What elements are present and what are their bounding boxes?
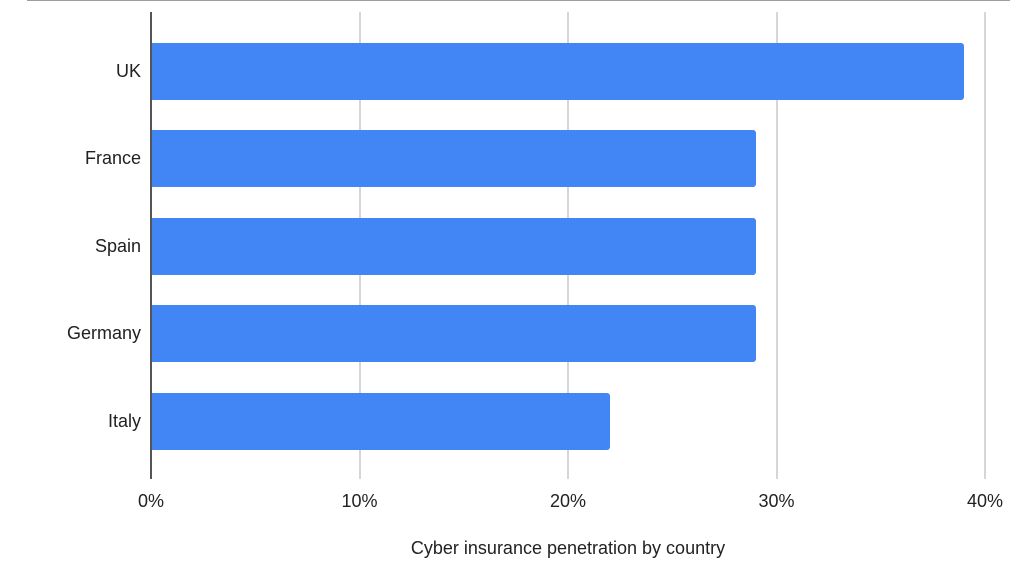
x-axis-title: Cyber insurance penetration by country xyxy=(410,538,726,558)
gridline xyxy=(775,12,778,479)
bar-germany[interactable] xyxy=(151,305,756,362)
bar-spain[interactable] xyxy=(151,218,756,275)
bar-france[interactable] xyxy=(151,130,756,187)
x-tick-label: 10% xyxy=(341,491,378,511)
x-tick-label: 0% xyxy=(137,491,165,511)
category-label: UK xyxy=(115,61,141,81)
x-tick-label: 20% xyxy=(549,491,587,511)
x-tick-label: 30% xyxy=(758,491,795,511)
top-border xyxy=(27,0,1010,1)
y-axis-line xyxy=(150,12,152,479)
category-label: Spain xyxy=(94,236,141,256)
x-tick-label: 40% xyxy=(966,491,1004,511)
bar-uk[interactable] xyxy=(151,43,965,100)
category-label: Germany xyxy=(66,323,141,343)
gridline xyxy=(984,12,986,479)
plot-area xyxy=(150,12,986,479)
bar-italy[interactable] xyxy=(151,393,610,450)
category-label: Italy xyxy=(107,411,141,431)
category-label: France xyxy=(84,148,141,168)
